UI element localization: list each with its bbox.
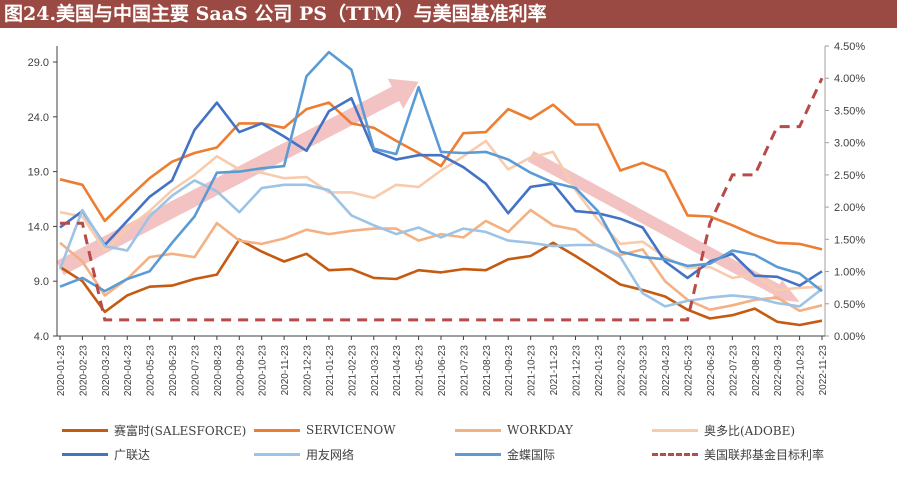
y-right-tick-label: 2.50% xyxy=(834,170,865,182)
y-left-tick-label: 4.0 xyxy=(34,331,49,343)
x-tick-label: 2021-05-23 xyxy=(415,345,426,397)
x-tick-label: 2021-03-23 xyxy=(370,345,381,397)
x-tick-label: 2022-10-23 xyxy=(796,345,807,397)
legend-swatch xyxy=(254,452,300,456)
x-tick-label: 2020-11-23 xyxy=(280,345,291,396)
x-tick-label: 2021-04-23 xyxy=(392,345,403,397)
legend-swatch xyxy=(455,428,501,432)
x-tick-label: 2022-08-23 xyxy=(751,345,762,397)
chart-title: 图24.美国与中国主要 SaaS 公司 PS（TTM）与美国基准利率 xyxy=(0,0,897,28)
y-left-tick-label: 29.0 xyxy=(28,57,49,69)
trend-arrow-down xyxy=(527,150,800,303)
y-right-tick-label: 4.50% xyxy=(834,41,865,53)
x-tick-label: 2020-07-23 xyxy=(190,345,201,397)
series-line-3 xyxy=(59,139,823,292)
y-left-tick-label: 14.0 xyxy=(28,221,49,233)
y-left-tick-label: 9.0 xyxy=(34,276,49,288)
x-tick-label: 2022-01-23 xyxy=(594,345,605,397)
legend: 赛富时(SALESFORCE) SERVICENOW WORKDAY 奥多比(ADOB… xyxy=(0,418,897,478)
legend-label: 奥多比(ADOBE) xyxy=(704,423,796,438)
x-tick-label: 2020-02-23 xyxy=(78,345,89,397)
x-tick-label: 2021-10-23 xyxy=(527,345,538,397)
legend-swatch xyxy=(652,452,698,456)
series-line-0 xyxy=(59,238,823,327)
legend-label: SERVICENOW xyxy=(306,423,396,437)
legend-swatch xyxy=(62,452,108,456)
y-left-tick-label: 19.0 xyxy=(28,167,49,179)
x-tick-label: 2022-03-23 xyxy=(639,345,650,397)
x-tick-label: 2020-03-23 xyxy=(101,345,112,397)
x-tick-label: 2021-06-23 xyxy=(437,345,448,397)
x-tick-label: 2021-02-23 xyxy=(347,345,358,397)
y-right-tick-label: 3.50% xyxy=(834,105,865,117)
series-line-fed-rate xyxy=(60,77,824,322)
legend-label: 广联达 xyxy=(114,447,151,462)
x-tick-label: 2021-01-23 xyxy=(325,345,336,397)
x-tick-label: 2020-01-23 xyxy=(56,345,67,397)
x-tick-label: 2021-09-23 xyxy=(504,345,515,397)
y-right-tick-label: 2.00% xyxy=(834,202,865,214)
series-line-4 xyxy=(59,96,823,287)
x-tick-label: 2020-09-23 xyxy=(235,345,246,397)
y-right-tick-label: 0.00% xyxy=(834,331,865,343)
x-tick-label: 2022-09-23 xyxy=(773,345,784,397)
x-tick-label: 2020-10-23 xyxy=(258,345,269,397)
legend-label: 用友网络 xyxy=(306,447,355,462)
x-tick-label: 2020-04-23 xyxy=(123,345,134,397)
y-right-tick-label: 4.00% xyxy=(834,73,865,85)
legend-label: WORKDAY xyxy=(507,423,573,437)
legend-item: SERVICENOW xyxy=(254,420,396,440)
legend-item: WORKDAY xyxy=(455,420,573,440)
legend-swatch xyxy=(254,428,300,432)
x-tick-label: 2020-08-23 xyxy=(213,345,224,397)
legend-swatch xyxy=(62,428,108,432)
x-tick-label: 2022-06-23 xyxy=(706,345,717,397)
x-tick-label: 2020-06-23 xyxy=(168,345,179,397)
x-tick-label: 2022-05-23 xyxy=(684,345,695,397)
y-right-tick-label: 3.00% xyxy=(834,138,865,150)
x-tick-label: 2021-11-23 xyxy=(549,345,560,396)
chart-svg: 4.0 9.0 14.0 19.0 24.0 29.0 0.00% 0.50% 1.00% 1.5… xyxy=(28,41,866,397)
x-tick-label: 2021-12-23 xyxy=(571,345,582,397)
x-tick-label: 2022-07-23 xyxy=(728,345,739,397)
legend-label: 赛富时(SALESFORCE) xyxy=(114,423,247,438)
x-tick-label: 2021-08-23 xyxy=(482,345,493,397)
legend-item: 金蝶国际 xyxy=(455,444,555,464)
legend-label: 美国联邦基金目标利率 xyxy=(704,447,825,462)
legend-label: 金蝶国际 xyxy=(507,447,556,462)
legend-item: 美国联邦基金目标利率 xyxy=(652,444,824,464)
series-line-5 xyxy=(58,179,823,308)
y-right-tick-label: 0.50% xyxy=(834,299,865,311)
legend-item: 赛富时(SALESFORCE) xyxy=(62,420,246,440)
series-line-1 xyxy=(59,101,823,251)
legend-item: 用友网络 xyxy=(254,444,354,464)
series-line-6 xyxy=(59,50,823,293)
series-line-2 xyxy=(59,208,823,313)
x-tick-label: 2022-11-23 xyxy=(818,345,829,396)
legend-item: 广联达 xyxy=(62,444,150,464)
y-left-tick-label: 24.0 xyxy=(28,112,49,124)
trend-arrow-up xyxy=(56,78,419,276)
x-tick-label: 2020-05-23 xyxy=(146,345,157,397)
legend-item: 奥多比(ADOBE) xyxy=(652,420,795,440)
y-right-tick-label: 1.00% xyxy=(834,267,865,279)
x-tick-label: 2021-07-23 xyxy=(459,345,470,397)
x-tick-label: 2022-04-23 xyxy=(661,345,672,397)
x-tick-label: 2020-12-23 xyxy=(303,345,314,397)
x-tick-label: 2022-02-23 xyxy=(616,345,627,397)
legend-swatch xyxy=(455,452,501,456)
y-right-tick-label: 1.50% xyxy=(834,234,865,246)
legend-swatch xyxy=(652,428,698,432)
